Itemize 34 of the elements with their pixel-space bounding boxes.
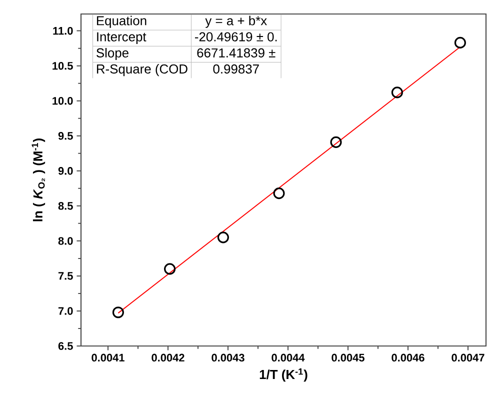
point — [391, 86, 403, 98]
annotation: Slope — [96, 48, 128, 60]
annotation: Equation — [96, 16, 146, 28]
annotation: 0.99837 — [213, 64, 259, 74]
x-tick-label: 0.0045 — [332, 354, 364, 362]
y-tick-label: 9.5 — [58, 132, 73, 140]
point — [217, 232, 229, 244]
y-axis-title: ln ( K$_{O₂}$ ) (M$^{-1}$) — [32, 138, 46, 222]
annotation: R-Square (COD — [96, 64, 188, 76]
annotation: 6671.41839 ± — [197, 48, 276, 58]
x-tick-label: 0.0042 — [152, 354, 184, 362]
y-tick-label: 7.0 — [58, 307, 73, 315]
point — [454, 36, 466, 48]
x-axis-title: 1/T (K$^{-1}$) — [260, 368, 308, 382]
point — [273, 188, 285, 200]
y-tick-label: 10.5 — [52, 62, 73, 70]
point — [112, 306, 124, 318]
x-tick-label: 0.0044 — [272, 354, 305, 362]
x-tick-label: 0.0041 — [92, 354, 124, 362]
annotation: y = a + b*x — [205, 16, 267, 28]
annotation: Intercept — [97, 32, 146, 44]
y-tick-label: 9.0 — [58, 167, 73, 175]
y-tick-label: 10.0 — [52, 96, 73, 105]
x-tick-label: 0.0047 — [452, 354, 484, 362]
annotation: -20.49619 ± 0. — [195, 32, 277, 42]
point — [164, 263, 176, 275]
y-tick-label: 8.0 — [58, 237, 73, 245]
y-tick-label: 8.5 — [58, 202, 73, 210]
y-tick-label: 7.5 — [58, 272, 73, 280]
x-tick-label: 0.0046 — [392, 354, 424, 362]
y-tick-label: 11.0 — [53, 26, 73, 35]
y-tick-label: 6.5 — [58, 342, 73, 350]
x-tick-label: 0.0043 — [212, 354, 244, 362]
point — [330, 136, 342, 148]
